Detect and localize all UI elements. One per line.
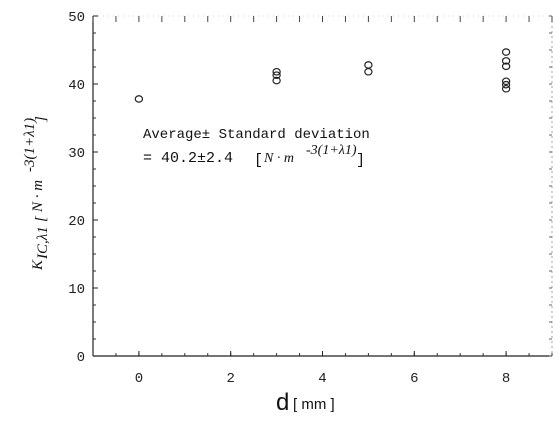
y-tick-label: 20 [68, 214, 85, 230]
x-tick-label: 6 [410, 371, 418, 387]
annotation-unit-exp: -3(1+λ1) [306, 143, 357, 158]
minor-ticks [92, 15, 553, 357]
data-point [501, 62, 511, 71]
y-axis-label: K IC,λ1 [ N · m -3(1+λ1) ] [22, 116, 51, 271]
y-label-bracket-close: ] [33, 116, 49, 123]
x-tick-label: 4 [318, 371, 326, 387]
y-tick-labels: 0 10 20 30 40 50 [68, 10, 98, 366]
x-tick-label: 8 [502, 371, 510, 387]
data-point [501, 77, 511, 86]
annotation-line2-prefix: = 40.2±2.4 [143, 150, 233, 167]
data-point [134, 95, 144, 103]
y-tick-label: 10 [68, 282, 85, 298]
x-label-main: d [276, 389, 289, 416]
data-point [364, 61, 373, 69]
annotation-unit: N · m [263, 151, 294, 166]
data-point [501, 80, 511, 89]
y-label-bracket-open: [ [33, 215, 49, 222]
y-tick-label: 30 [68, 146, 85, 162]
y-label-unit: N · m [30, 180, 46, 213]
data-point [272, 71, 281, 79]
annotation: Average± Standard deviation = 40.2±2.4 [… [143, 127, 370, 169]
x-tick-label: 2 [226, 371, 234, 387]
annotation-line1: Average± Standard deviation [143, 127, 370, 143]
y-tick-label: 0 [77, 350, 85, 366]
x-axis-label: d [ mm ] [276, 389, 335, 416]
x-label-unit: [ mm ] [293, 396, 335, 413]
data-point [364, 67, 373, 76]
data-points [134, 48, 511, 103]
y-tick-label: 40 [68, 78, 85, 94]
annotation-bracket-close: ] [356, 152, 365, 169]
data-point [501, 84, 511, 93]
data-point [501, 57, 511, 65]
y-label-subscript: IC,λ1 [35, 226, 51, 260]
data-point [501, 48, 511, 56]
y-tick-label: 50 [68, 10, 85, 26]
y-label-unit-exp: -3(1+λ1) [22, 118, 38, 172]
annotation-bracket-open: [ [254, 152, 263, 169]
data-point [272, 67, 281, 76]
data-point [272, 76, 281, 85]
y-label-main: K [30, 259, 46, 271]
x-tick-label: 0 [135, 371, 143, 387]
x-tick-labels: 0 2 4 6 8 [135, 351, 510, 387]
